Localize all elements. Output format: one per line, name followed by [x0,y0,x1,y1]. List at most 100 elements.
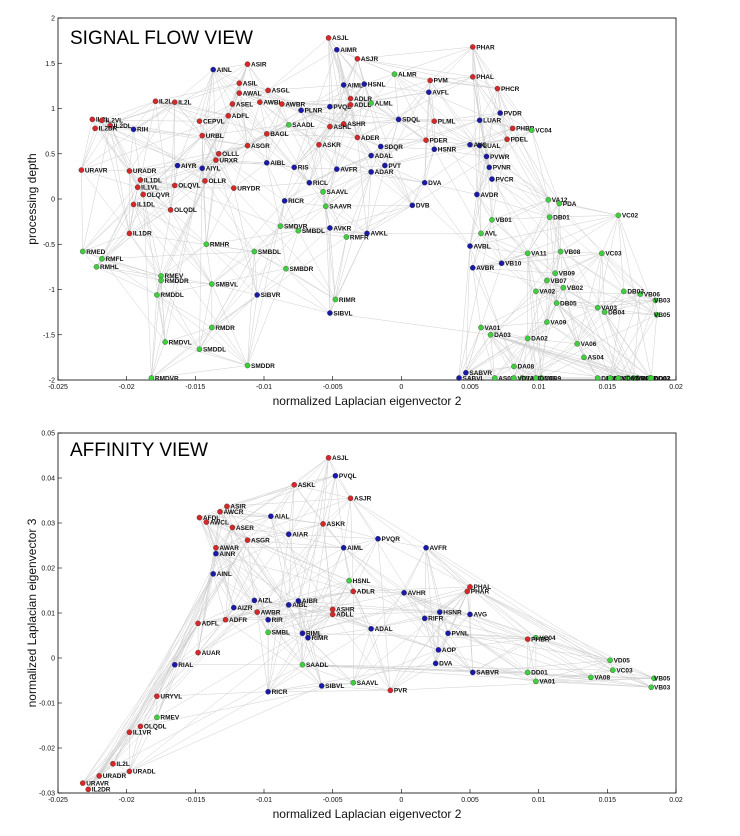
edge [101,204,134,259]
edge [469,245,502,264]
edge [151,327,212,379]
neuron-point [199,165,205,171]
edge [82,125,111,252]
neuron-point [93,264,100,270]
neuron-label: DB03 [627,289,644,296]
neuron-label: RIFR [428,616,443,623]
edge [140,623,199,727]
edge [535,291,548,323]
edge [512,128,560,204]
edge [95,128,134,130]
edge [288,457,329,535]
edge [206,521,233,528]
neuron-point [134,184,141,190]
edge [298,230,336,300]
edge [322,498,351,525]
edge [206,244,331,314]
neuron-point [423,545,429,551]
edge [609,300,656,379]
neuron-label: IL2L [159,99,172,106]
edge [259,101,289,125]
edge [513,338,528,367]
edge [549,216,641,295]
neuron-label: RMHL [100,264,119,271]
neuron-label: AVBL [474,243,491,250]
edge [254,600,333,615]
edge [549,217,556,274]
edge [88,771,130,790]
neuron-label: URAVR [85,167,108,174]
edge [424,618,528,640]
neuron-point [545,197,552,203]
neuron-point [511,375,517,381]
edge [612,669,655,679]
neuron-point [560,284,567,291]
neuron-point [350,588,357,595]
edge [497,88,501,114]
edge [133,129,203,136]
edge [204,133,267,182]
edge [298,523,324,601]
edge [472,267,482,328]
edge [112,717,158,764]
edge [633,294,641,379]
edge [412,149,435,206]
edge [211,236,347,328]
neuron-point [130,126,137,133]
neuron-point [486,164,492,171]
edge [325,165,385,207]
edge [101,258,162,277]
edge [527,672,652,688]
edge [82,251,162,277]
edge [211,283,248,366]
neuron-label: PHBR [516,126,535,133]
neuron-point [209,324,215,331]
edge [98,573,214,777]
edge [472,253,528,269]
neuron-label: RMDVL [169,339,192,346]
edge [202,168,234,189]
x-tick-label: -0.005 [323,797,343,804]
neuron-label: ADAL [375,153,393,160]
edge [267,580,350,633]
edge [465,372,514,379]
neuron-label: SABVR [469,370,492,377]
edge [109,125,130,234]
edge [491,219,502,264]
edge [458,366,514,379]
edge [472,637,537,673]
edge [300,110,320,145]
neuron-label: AIBR [302,598,318,605]
edge [239,82,344,125]
neuron-point [652,297,659,304]
edge [501,263,537,292]
neuron-label: ASKL [298,482,316,489]
neuron-label: PVQL [333,104,351,111]
neuron-label: URAVR [86,780,109,787]
edge [527,251,561,254]
edge [239,82,269,91]
edge [288,110,302,125]
edge [343,123,386,166]
edge [225,600,255,620]
neuron-label: AVFR [340,166,358,173]
x-tick-label: -0.025 [48,384,68,391]
edge [257,538,379,613]
edge [129,170,144,195]
neuron-label: SMDDL [203,347,226,354]
neuron-label: AVKR [333,225,351,232]
neuron-point [79,248,86,255]
edge [604,312,638,379]
neuron-label: RMFR [350,234,369,241]
edge [254,251,258,295]
edge [357,102,372,138]
edge [425,547,436,664]
neuron-point [354,55,361,62]
edge [522,314,657,379]
edge [300,83,365,111]
x-tick-label: 0.01 [532,797,546,804]
edge [96,159,217,268]
edge [213,63,248,70]
edge [294,98,351,168]
edge [469,614,473,673]
